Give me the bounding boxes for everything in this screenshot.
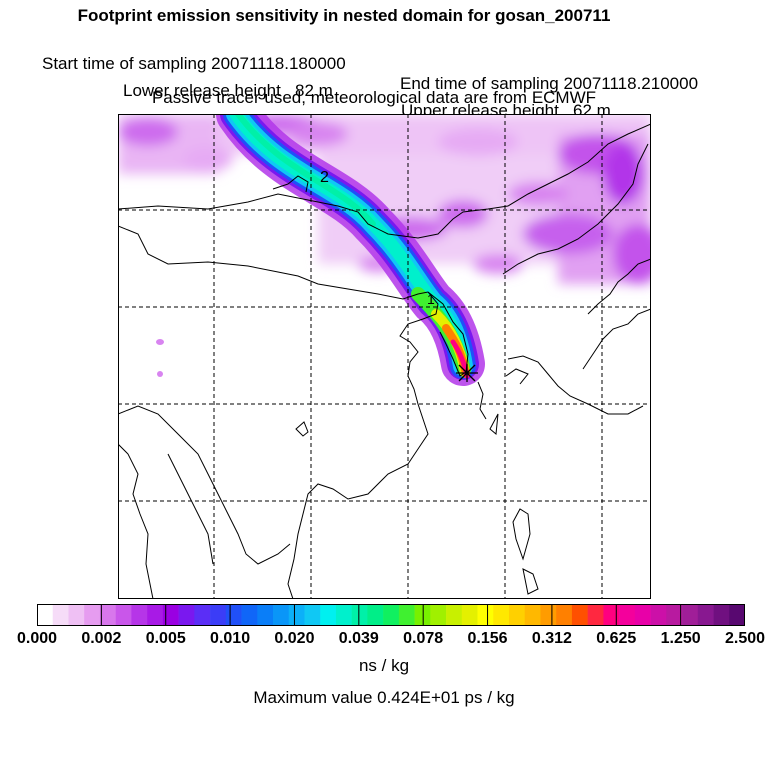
colorbar	[37, 604, 745, 626]
colorbar-cell	[461, 604, 478, 626]
colorbar-tick-label: 0.000	[16, 630, 58, 647]
maximum-value-label: Maximum value 0.424E+01 ps / kg	[253, 688, 515, 707]
colorbar-cell	[335, 604, 352, 626]
lower-release-label: Lower release height 82 m	[123, 81, 333, 100]
colorbar-tick-label: 0.002	[81, 630, 122, 647]
colorbar-cell	[37, 604, 54, 626]
colorbar-cell	[603, 604, 620, 626]
colorbar-cell	[619, 604, 636, 626]
colorbar-cell	[398, 604, 415, 626]
colorbar-cell	[666, 604, 683, 626]
colorbar-cell	[178, 604, 195, 626]
trajectory-label-2: 2	[320, 169, 329, 186]
colorbar-cell	[304, 604, 321, 626]
colorbar-cell	[682, 604, 699, 626]
colorbar-cell	[571, 604, 588, 626]
colorbar-cell	[446, 604, 463, 626]
colorbar-tick-label: 0.039	[338, 630, 379, 647]
colorbar-cell	[650, 604, 667, 626]
colorbar-cell	[383, 604, 400, 626]
colorbar-cell	[587, 604, 604, 626]
colorbar-cell	[729, 604, 745, 626]
colorbar-tick-label: 0.156	[467, 630, 508, 647]
colorbar-cell	[697, 604, 714, 626]
figure-title: Footprint emission sensitivity in nested…	[77, 6, 611, 25]
colorbar-cell	[414, 604, 431, 626]
footprint-map: 2 1	[118, 114, 651, 599]
colorbar-cell	[241, 604, 258, 626]
colorbar-cell	[52, 604, 69, 626]
colorbar-cell	[430, 604, 447, 626]
footprint-plume	[216, 114, 485, 386]
colorbar-cell	[115, 604, 132, 626]
colorbar-cell	[556, 604, 573, 626]
colorbar-cell	[225, 604, 242, 626]
colorbar-cell	[288, 604, 305, 626]
end-time-label: End time of sampling 20071118.210000	[400, 74, 699, 93]
colorbar-cell	[524, 604, 541, 626]
colorbar-tick-label: 0.078	[403, 630, 444, 647]
colorbar-cell	[351, 604, 368, 626]
colorbar-tick-label: 0.312	[531, 630, 572, 647]
colorbar-cell	[84, 604, 101, 626]
colorbar-cell	[634, 604, 651, 626]
colorbar-cell	[477, 604, 494, 626]
colorbar-cell	[713, 604, 730, 626]
colorbar-cell	[99, 604, 116, 626]
tracer-info: Passive tracer used, meteorological data…	[151, 88, 597, 107]
sampling-times: Start time of sampling 20071118.180000 E…	[0, 34, 768, 94]
start-time-label: Start time of sampling 20071118.180000	[42, 54, 346, 73]
colorbar-cell	[194, 604, 211, 626]
trajectory-label-1: 1	[427, 291, 435, 307]
coastlines	[118, 123, 651, 599]
colorbar-tick-label: 0.625	[596, 630, 637, 647]
colorbar-tick-label: 0.020	[274, 630, 315, 647]
map-frame	[118, 114, 651, 599]
colorbar-cell	[210, 604, 227, 626]
colorbar-cell	[320, 604, 337, 626]
colorbar-cell	[493, 604, 510, 626]
colorbar-cell	[131, 604, 148, 626]
lat-lon-grid	[118, 114, 651, 599]
colorbar-cell	[273, 604, 290, 626]
colorbar-tick-label: 0.005	[145, 630, 186, 647]
sensitivity-field	[118, 114, 651, 284]
colorbar-cell	[68, 604, 85, 626]
colorbar-cell	[540, 604, 557, 626]
colorbar-tick-label: 0.010	[210, 630, 251, 647]
colorbar-cell	[367, 604, 384, 626]
colorbar-tick-label: 2.500	[724, 630, 766, 647]
colorbar-tick-label: 1.250	[660, 630, 701, 647]
colorbar-cell	[147, 604, 164, 626]
colorbar-cell	[257, 604, 274, 626]
colorbar-cell	[509, 604, 526, 626]
colorbar-cell	[162, 604, 179, 626]
colorbar-units: ns / kg	[358, 656, 410, 675]
asterisk-icon	[456, 364, 478, 382]
